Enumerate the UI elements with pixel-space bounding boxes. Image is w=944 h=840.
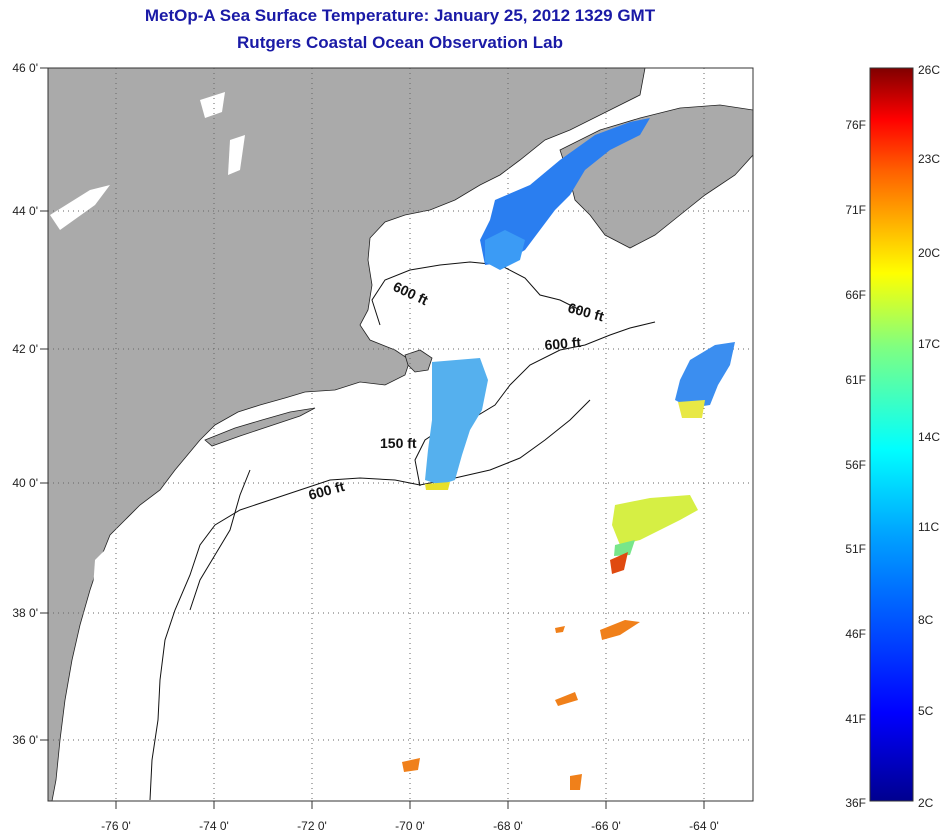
colorbar-c-label: 17C bbox=[918, 337, 940, 351]
sst-patch-south-4 bbox=[570, 774, 582, 790]
colorbar-c-label: 23C bbox=[918, 152, 940, 166]
bathymetry-contours bbox=[149, 261, 656, 801]
lon-label: -76 0' bbox=[101, 819, 131, 833]
colorbar-c-label: 8C bbox=[918, 613, 934, 627]
land-us-east-coast bbox=[48, 68, 646, 801]
sst-patch-shelf bbox=[425, 358, 488, 485]
colorbar-f-label: 36F bbox=[845, 796, 866, 810]
lat-label: 46 0' bbox=[12, 61, 38, 75]
colorbar-c-label: 26C bbox=[918, 63, 940, 77]
colorbar-c-label: 14C bbox=[918, 430, 940, 444]
land-cape-cod bbox=[404, 349, 433, 373]
tick-marks bbox=[40, 67, 705, 809]
lon-label: -68 0' bbox=[493, 819, 523, 833]
map-subtitle: Rutgers Coastal Ocean Observation Lab bbox=[237, 33, 563, 52]
sst-patch-south-3 bbox=[402, 758, 420, 772]
sst-patch-south-5 bbox=[555, 626, 565, 633]
contour-label: 150 ft bbox=[380, 435, 417, 451]
lon-label: -70 0' bbox=[395, 819, 425, 833]
lake-shape bbox=[228, 135, 245, 175]
sst-patch-south-1 bbox=[600, 620, 640, 640]
lon-label: -66 0' bbox=[591, 819, 621, 833]
sst-patch-offshore-warm bbox=[678, 400, 705, 418]
bay-shape bbox=[88, 545, 115, 700]
colorbar-fahrenheit-labels: 76F 71F 66F 61F 56F 51F 46F 41F 36F bbox=[845, 118, 866, 810]
colorbar bbox=[869, 67, 914, 802]
colorbar-f-label: 51F bbox=[845, 542, 866, 556]
map-title: MetOp-A Sea Surface Temperature: January… bbox=[144, 6, 656, 25]
sst-patch-warm-core bbox=[610, 552, 628, 574]
sst-patch-shelf-edge bbox=[425, 482, 450, 490]
lat-label: 38 0' bbox=[12, 606, 38, 620]
lat-label: 44 0' bbox=[12, 204, 38, 218]
sst-patch-south-2 bbox=[555, 692, 578, 706]
lon-label: -64 0' bbox=[689, 819, 719, 833]
contour-label: 600 ft bbox=[544, 334, 582, 353]
lake-shape bbox=[50, 185, 110, 230]
sst-patch-offshore-east bbox=[675, 342, 735, 408]
colorbar-c-label: 2C bbox=[918, 796, 934, 810]
land-long-island bbox=[204, 407, 316, 447]
lon-label: -74 0' bbox=[199, 819, 229, 833]
sst-patch-gulf-of-maine bbox=[480, 118, 650, 265]
lake-shape bbox=[200, 92, 225, 118]
colorbar-f-label: 61F bbox=[845, 373, 866, 387]
colorbar-f-label: 41F bbox=[845, 712, 866, 726]
lat-label: 42 0' bbox=[12, 342, 38, 356]
sst-patch-gulf-of-maine-2 bbox=[485, 230, 525, 270]
colorbar-f-label: 71F bbox=[845, 203, 866, 217]
colorbar-celsius-labels: 26C 23C 20C 17C 14C 11C 8C 5C 2C bbox=[918, 63, 940, 810]
colorbar-c-label: 20C bbox=[918, 246, 940, 260]
colorbar-c-label: 11C bbox=[918, 520, 939, 534]
lat-label: 36 0' bbox=[12, 733, 38, 747]
sst-patch-gulf-stream bbox=[612, 495, 698, 545]
colorbar-f-label: 56F bbox=[845, 458, 866, 472]
sst-patch-gulf-stream-2 bbox=[614, 540, 635, 556]
colorbar-f-label: 66F bbox=[845, 288, 866, 302]
map-frame bbox=[47, 67, 754, 802]
lon-label: -72 0' bbox=[297, 819, 327, 833]
colorbar-f-label: 76F bbox=[845, 118, 866, 132]
colorbar-c-label: 5C bbox=[918, 704, 934, 718]
grid-lines bbox=[48, 68, 753, 801]
lat-label: 40 0' bbox=[12, 476, 38, 490]
colorbar-f-label: 46F bbox=[845, 627, 866, 641]
